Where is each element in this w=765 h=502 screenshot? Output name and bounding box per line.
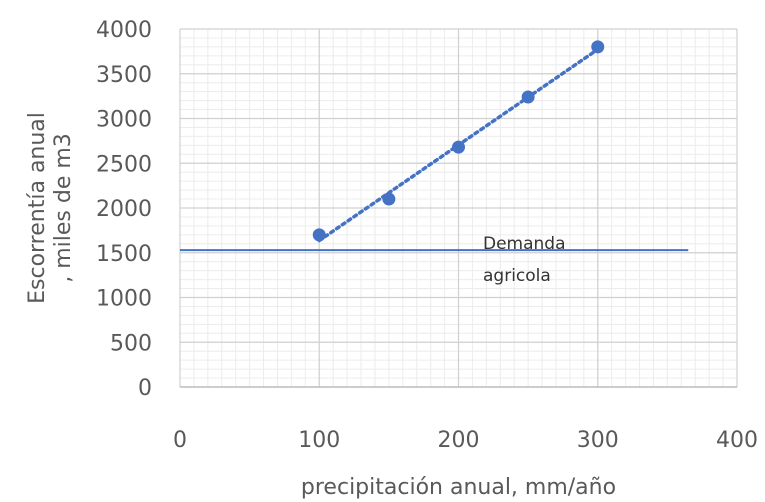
x-tick-label: 0 — [173, 428, 187, 453]
x-tick-label: 200 — [438, 428, 480, 453]
data-point — [591, 40, 605, 54]
data-point — [312, 228, 326, 242]
y-tick-label: 0 — [138, 376, 152, 401]
reference-line-group: Demanda agricola — [180, 234, 689, 286]
x-tick-label: 400 — [716, 428, 758, 453]
y-tick-label: 3500 — [96, 63, 152, 88]
y-tick-label: 500 — [110, 331, 152, 356]
x-tick-label: 100 — [298, 428, 340, 453]
x-tick-label: 300 — [577, 428, 619, 453]
demand-label-line-1: Demanda — [483, 234, 566, 254]
y-axis-title-line-2: , miles de m3 — [51, 133, 76, 283]
data-point — [382, 192, 396, 206]
y-tick-label: 1500 — [96, 242, 152, 267]
y-tick-label: 2000 — [96, 197, 152, 222]
y-tick-labels: 0 500 1000 1500 2000 2500 3000 3500 4000 — [96, 18, 152, 401]
data-points — [312, 40, 605, 242]
y-tick-label: 3000 — [96, 108, 152, 133]
x-axis-title: precipitación anual, mm/año — [301, 475, 616, 500]
data-point — [452, 140, 465, 154]
demand-label-line-2: agricola — [483, 266, 551, 286]
data-point — [521, 90, 535, 104]
y-tick-label: 4000 — [96, 18, 152, 43]
x-tick-labels: 0 100 200 300 400 — [173, 428, 758, 453]
y-axis-title-line-1: Escorrentía anual — [25, 112, 50, 304]
y-tick-label: 2500 — [96, 152, 152, 177]
y-tick-label: 1000 — [96, 287, 152, 312]
